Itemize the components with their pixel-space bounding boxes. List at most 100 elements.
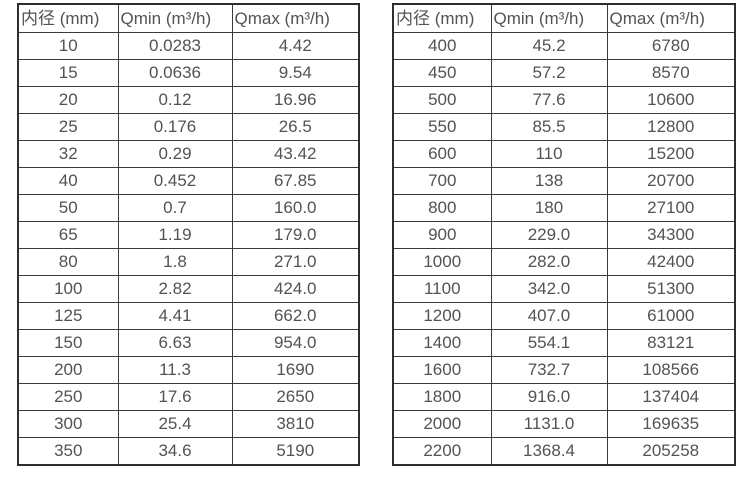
qmax-cell: 34300 (606, 221, 736, 249)
diameter-cell: 20 (17, 86, 119, 114)
diameter-cell: 1000 (392, 248, 492, 276)
diameter-cell: 500 (392, 86, 492, 114)
qmin-cell: 916.0 (490, 383, 608, 411)
diameter-cell: 1800 (392, 383, 492, 411)
column-header-qmin: Qmin (m³/h) (117, 3, 233, 33)
qmax-cell: 12800 (606, 113, 736, 141)
table-row: 600 110 15200 (392, 140, 736, 168)
qmax-cell: 3810 (231, 410, 360, 438)
qmin-cell: 0.12 (117, 86, 233, 114)
qmin-cell: 0.29 (117, 140, 233, 168)
qmax-cell: 67.85 (231, 167, 360, 195)
qmin-cell: 110 (490, 140, 608, 168)
table-row: 1100 342.0 51300 (392, 275, 736, 303)
diameter-cell: 40 (17, 167, 119, 195)
table-row: 1400 554.1 83121 (392, 329, 736, 357)
diameter-cell: 125 (17, 302, 119, 330)
qmax-cell: 1690 (231, 356, 360, 384)
qmin-cell: 6.63 (117, 329, 233, 357)
column-header-qmax: Qmax (m³/h) (231, 3, 360, 33)
table-row: 800 180 27100 (392, 194, 736, 222)
diameter-cell: 700 (392, 167, 492, 195)
qmax-cell: 271.0 (231, 248, 360, 276)
qmax-cell: 20700 (606, 167, 736, 195)
diameter-cell: 1100 (392, 275, 492, 303)
qmin-cell: 180 (490, 194, 608, 222)
qmin-cell: 0.0283 (117, 32, 233, 60)
table-row: 300 25.4 3810 (17, 410, 360, 438)
qmin-cell: 1131.0 (490, 410, 608, 438)
qmax-cell: 424.0 (231, 275, 360, 303)
diameter-cell: 550 (392, 113, 492, 141)
column-header-diameter: 内径 (mm) (392, 3, 492, 33)
table-row: 1800 916.0 137404 (392, 383, 736, 411)
qmin-cell: 1.8 (117, 248, 233, 276)
qmax-cell: 9.54 (231, 59, 360, 87)
qmin-cell: 1.19 (117, 221, 233, 249)
qmax-cell: 662.0 (231, 302, 360, 330)
qmin-cell: 25.4 (117, 410, 233, 438)
table-row: 400 45.2 6780 (392, 32, 736, 60)
table-row: 350 34.6 5190 (17, 437, 360, 466)
qmin-cell: 342.0 (490, 275, 608, 303)
flow-spec-table-left: 内径 (mm) Qmin (m³/h) Qmax (m³/h) 10 0.0283… (17, 3, 360, 466)
diameter-cell: 32 (17, 140, 119, 168)
table-row: 200 11.3 1690 (17, 356, 360, 384)
table-row: 40 0.452 67.85 (17, 167, 360, 195)
qmax-cell: 61000 (606, 302, 736, 330)
qmax-cell: 16.96 (231, 86, 360, 114)
qmin-cell: 282.0 (490, 248, 608, 276)
qmax-cell: 108566 (606, 356, 736, 384)
qmax-cell: 10600 (606, 86, 736, 114)
diameter-cell: 400 (392, 32, 492, 60)
diameter-cell: 900 (392, 221, 492, 249)
diameter-cell: 450 (392, 59, 492, 87)
table-row: 150 6.63 954.0 (17, 329, 360, 357)
column-header-diameter: 内径 (mm) (17, 3, 119, 33)
column-header-qmin: Qmin (m³/h) (490, 3, 608, 33)
table-row: 80 1.8 271.0 (17, 248, 360, 276)
qmin-cell: 0.7 (117, 194, 233, 222)
table-row: 1000 282.0 42400 (392, 248, 736, 276)
right-table-body: 400 45.2 6780 450 57.2 8570 500 77.6 10600 550 85.… (392, 32, 736, 466)
header-row: 内径 (mm) Qmin (m³/h) Qmax (m³/h) (392, 3, 736, 33)
table-row: 2000 1131.0 169635 (392, 410, 736, 438)
diameter-cell: 300 (17, 410, 119, 438)
qmin-cell: 2.82 (117, 275, 233, 303)
table-row: 250 17.6 2650 (17, 383, 360, 411)
header-row: 内径 (mm) Qmin (m³/h) Qmax (m³/h) (17, 3, 360, 33)
table-row: 25 0.176 26.5 (17, 113, 360, 141)
table-row: 500 77.6 10600 (392, 86, 736, 114)
diameter-cell: 10 (17, 32, 119, 60)
qmax-cell: 179.0 (231, 221, 360, 249)
qmin-cell: 11.3 (117, 356, 233, 384)
diameter-cell: 1600 (392, 356, 492, 384)
diameter-cell: 50 (17, 194, 119, 222)
table-row: 700 138 20700 (392, 167, 736, 195)
table-row: 1200 407.0 61000 (392, 302, 736, 330)
qmax-cell: 169635 (606, 410, 736, 438)
diameter-cell: 1400 (392, 329, 492, 357)
qmax-cell: 83121 (606, 329, 736, 357)
table-row: 125 4.41 662.0 (17, 302, 360, 330)
table-row: 10 0.0283 4.42 (17, 32, 360, 60)
qmax-cell: 954.0 (231, 329, 360, 357)
table-row: 65 1.19 179.0 (17, 221, 360, 249)
column-header-qmax: Qmax (m³/h) (606, 3, 736, 33)
diameter-cell: 2000 (392, 410, 492, 438)
qmin-cell: 0.176 (117, 113, 233, 141)
table-row: 550 85.5 12800 (392, 113, 736, 141)
qmin-cell: 45.2 (490, 32, 608, 60)
qmax-cell: 15200 (606, 140, 736, 168)
qmax-cell: 51300 (606, 275, 736, 303)
table-row: 32 0.29 43.42 (17, 140, 360, 168)
diameter-cell: 800 (392, 194, 492, 222)
table-row: 100 2.82 424.0 (17, 275, 360, 303)
qmin-cell: 138 (490, 167, 608, 195)
qmin-cell: 1368.4 (490, 437, 608, 466)
qmin-cell: 732.7 (490, 356, 608, 384)
qmin-cell: 0.0636 (117, 59, 233, 87)
diameter-cell: 600 (392, 140, 492, 168)
qmin-cell: 57.2 (490, 59, 608, 87)
qmax-cell: 2650 (231, 383, 360, 411)
